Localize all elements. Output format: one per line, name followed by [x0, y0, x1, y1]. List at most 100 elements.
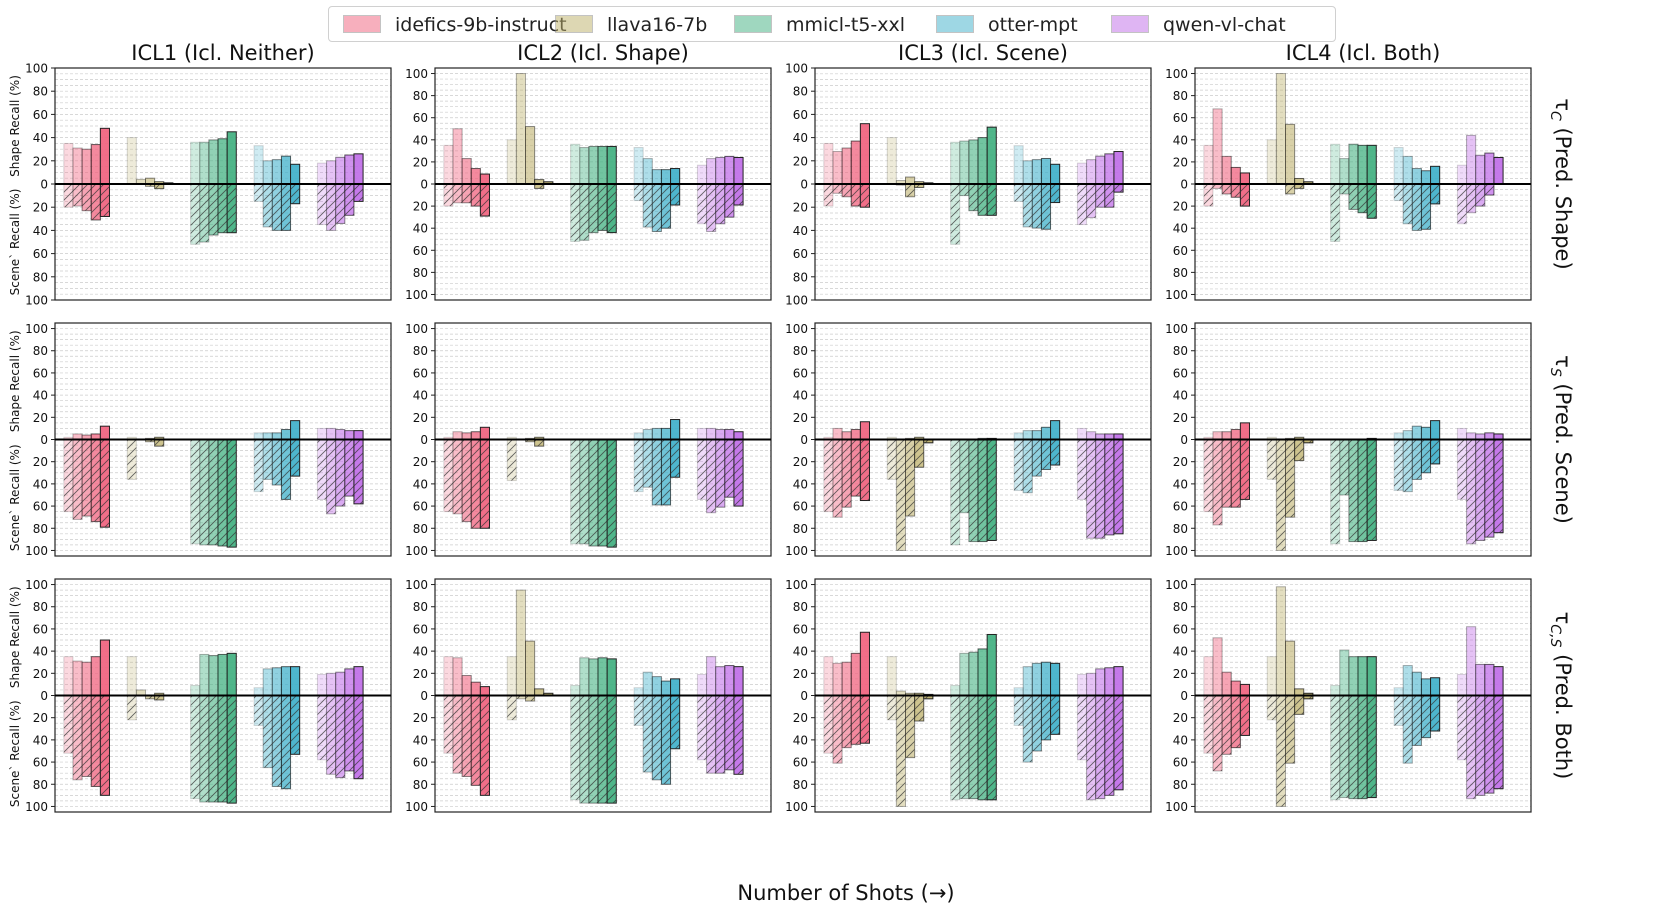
bar-scene-hatch [100, 439, 110, 528]
bar-scene-hatch [1203, 184, 1213, 207]
bar-shape [290, 163, 301, 185]
bar-scene-hatch [896, 439, 906, 551]
bar-shape [1113, 151, 1124, 185]
bar-scene-hatch [63, 695, 73, 754]
y-tick-label: 60 [793, 108, 808, 122]
bar-scene-hatch [842, 439, 852, 508]
y-tick-label: 100 [405, 288, 428, 302]
legend-label: qwen-vl-chat [1163, 14, 1286, 36]
bar-scene-hatch [914, 439, 924, 468]
y-tick-label: 60 [1173, 622, 1188, 636]
column-title: ICL2 (Icl. Shape) [517, 41, 689, 65]
y-tick-label: 80 [793, 344, 808, 358]
y-tick-label: 100 [25, 800, 48, 814]
y-tick-label: 80 [1173, 344, 1188, 358]
bar-scene-hatch [190, 695, 200, 799]
bar-scene-hatch [290, 695, 300, 755]
bar-scene-hatch [471, 184, 481, 207]
bar-scene-hatch [1077, 184, 1087, 225]
y-tick-label: 40 [793, 645, 808, 659]
bar-scene-hatch [1493, 695, 1504, 789]
y-tick-label: 20 [33, 667, 48, 681]
bar-scene-hatch [887, 695, 897, 720]
y-tick-label: 100 [25, 62, 48, 76]
bar-scene-hatch [281, 439, 291, 500]
y-tick-label: 80 [33, 270, 48, 284]
bar-shape [859, 123, 870, 185]
bar-shape [850, 429, 861, 440]
bar-scene-hatch [462, 184, 472, 203]
y-tick-label: 40 [33, 224, 48, 238]
bar-shape [253, 145, 264, 185]
bar-scene-hatch [1466, 439, 1476, 544]
bar-shape [316, 162, 328, 185]
bar-scene-hatch [634, 439, 644, 492]
bar-shape [642, 671, 653, 697]
bar-shape [606, 658, 617, 697]
bar-shape [461, 158, 472, 185]
bar-scene-hatch [905, 439, 915, 517]
bar-shape [986, 126, 997, 185]
bar-scene-hatch [1457, 695, 1467, 760]
bar-scene-hatch [317, 695, 327, 760]
bar-shape [1203, 656, 1214, 697]
y-tick-label: 60 [1173, 244, 1188, 258]
bar-shape [886, 137, 897, 185]
bar-shape [1031, 159, 1042, 185]
bar-scene-hatch [1303, 695, 1313, 699]
y-tick-label: 40 [413, 133, 428, 147]
bar-scene-hatch [607, 184, 617, 233]
bar-scene-hatch [507, 695, 517, 720]
bar-scene-hatch [154, 184, 164, 189]
bar-scene-hatch [1475, 184, 1485, 207]
bar-shape [1284, 640, 1296, 697]
y-tick-label: 40 [33, 733, 48, 747]
bar-scene-hatch [254, 439, 264, 492]
bar-shape [452, 431, 463, 441]
y-tick-label: 80 [1173, 89, 1188, 103]
bar-shape [1266, 656, 1277, 697]
bar-scene-hatch [218, 184, 228, 233]
y-tick-label: 100 [785, 578, 808, 592]
bar-scene-hatch [1086, 184, 1096, 218]
bar-shape [670, 168, 681, 185]
bar-shape [1456, 673, 1468, 697]
bar-scene-hatch [471, 695, 481, 786]
bar-shape [1022, 666, 1033, 697]
bar-shape [986, 633, 997, 697]
bar-shape [850, 140, 861, 185]
bar-scene-hatch [823, 184, 833, 207]
bar-scene-hatch [1358, 439, 1368, 542]
bar-shape [670, 678, 681, 696]
bar-shape [1212, 637, 1223, 696]
bar-scene-hatch [1430, 439, 1440, 464]
bar-scene-hatch [1050, 439, 1060, 466]
bar-shape [841, 431, 852, 441]
y-tick-label: 40 [413, 222, 428, 236]
bar-scene-hatch [227, 695, 237, 804]
bar-shape [1493, 666, 1504, 697]
bar-scene-hatch [100, 695, 110, 796]
bar-scene-hatch [860, 184, 870, 208]
bar-shape [1095, 155, 1106, 185]
bar-shape [1348, 143, 1359, 185]
bar-shape [904, 176, 916, 185]
panel: 0 20 20 40 40 60 60 80 80 100 100 [785, 578, 1152, 814]
bar-shape [99, 425, 110, 440]
bar-scene-hatch [1457, 184, 1467, 224]
bar-shape [1275, 73, 1286, 185]
bar-scene-hatch [978, 184, 988, 216]
bar-scene-hatch [1303, 439, 1313, 443]
y-tick-label: 100 [1165, 288, 1188, 302]
bar-scene-hatch [208, 695, 219, 803]
bar-scene-hatch [145, 439, 155, 442]
bar-scene-hatch [851, 695, 861, 745]
row-label: τC (Pred. Shape) [1547, 98, 1575, 269]
bar-scene-hatch [154, 439, 164, 447]
bar-scene-hatch [968, 184, 979, 211]
row-label: τS (Pred. Scene) [1547, 355, 1575, 524]
bar-scene-hatch [462, 695, 472, 777]
bar-scene-hatch [579, 695, 589, 804]
row-label-symbol: τ [1551, 98, 1575, 111]
